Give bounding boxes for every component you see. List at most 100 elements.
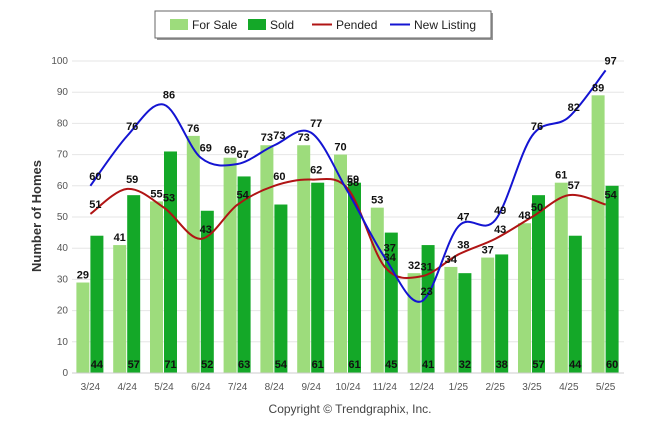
for-sale-label: 73 [261,132,273,144]
x-tick-label: 1/25 [449,382,469,393]
line-new-listing [89,69,607,303]
bar-for-sale [370,207,384,373]
for-sale-label: 55 [150,188,162,200]
sold-label: 52 [201,359,213,371]
x-tick-label: 7/24 [228,382,248,393]
label-pended: 54 [236,190,249,202]
y-tick-label: 40 [57,243,69,254]
bar-for-sale [186,135,200,373]
legend-label: Pended [336,18,377,32]
for-sale-label: 29 [77,270,89,282]
for-sale-label: 32 [408,260,420,272]
y-tick-label: 50 [57,212,69,223]
sold-label: 61 [312,359,324,371]
label-new-listing: 49 [494,205,506,217]
label-new-listing: 97 [604,55,616,67]
x-tick-label: 8/24 [265,382,285,393]
label-pended: 54 [604,190,617,202]
x-tick-label: 10/24 [335,382,360,393]
bar-sold [274,204,288,373]
label-new-listing: 76 [531,121,543,133]
sold-label: 44 [91,359,104,371]
label-pended: 59 [126,174,138,186]
y-tick-label: 90 [57,87,69,98]
x-tick-label: 4/25 [559,382,579,393]
x-tick-label: 3/24 [81,382,101,393]
sold-label: 63 [238,359,250,371]
label-new-listing: 58 [347,177,359,189]
y-tick-label: 30 [57,274,69,285]
bar-sold [384,232,398,373]
for-sale-label: 73 [298,132,310,144]
label-new-listing: 73 [273,130,285,142]
label-pended: 53 [163,193,175,205]
for-sale-label: 37 [482,245,494,257]
sold-label: 54 [275,359,288,371]
bar-for-sale [113,245,127,373]
label-new-listing: 60 [89,171,101,183]
sold-label: 38 [496,359,508,371]
label-pended: 59 [347,174,359,186]
label-pended: 38 [457,239,469,251]
for-sale-label: 61 [555,170,567,182]
sold-label: 57 [128,359,140,371]
bar-sold [200,210,214,373]
bar-for-sale [223,157,237,373]
bar-sold [421,245,435,373]
bar-sold [348,182,361,373]
y-tick-label: 20 [57,306,69,317]
x-tick-label: 3/25 [522,382,542,393]
label-pended: 43 [494,224,506,236]
bar-for-sale [150,201,163,373]
bar-for-sale [260,145,274,373]
label-pended: 51 [89,199,101,211]
bar-for-sale [297,145,311,373]
bar-sold [237,176,251,373]
bar-sold [605,185,619,373]
bar-for-sale [76,282,90,373]
label-pended: 34 [384,252,397,264]
bar-sold [311,182,325,373]
label-pended: 43 [200,224,212,236]
y-tick-label: 100 [51,56,68,67]
bar-sold [90,235,104,373]
label-new-listing: 67 [236,149,248,161]
for-sale-label: 53 [371,195,383,207]
sold-label: 57 [532,359,544,371]
label-new-listing: 69 [200,143,212,155]
for-sale-label: 89 [592,82,604,94]
bar-for-sale [407,273,421,373]
sold-label: 45 [385,359,397,371]
legend: For Sale Sold Pended New Listing [154,10,493,40]
legend-label: For Sale [192,18,238,32]
bar-for-sale [334,154,347,373]
sold-label: 71 [164,359,176,371]
bar-sold [495,254,509,373]
x-tick-label: 9/24 [301,382,321,393]
label-new-listing: 37 [384,243,396,255]
x-tick-label: 5/25 [596,382,616,393]
sold-label: 41 [422,359,434,371]
bar-for-sale [444,266,458,373]
bar-for-sale [518,223,531,373]
legend-swatch [170,19,188,30]
bar-for-sale [554,182,568,373]
sold-label: 44 [569,359,582,371]
y-tick-label: 10 [57,337,69,348]
sold-label: 60 [606,359,618,371]
x-tick-label: 12/24 [409,382,434,393]
for-sale-label: 69 [224,145,236,157]
for-sale-label: 48 [518,210,530,222]
y-tick-label: 70 [57,150,69,161]
x-tick-label: 5/24 [154,382,174,393]
sold-label: 32 [459,359,471,371]
label-pended: 57 [568,180,580,192]
x-tick-label: 6/24 [191,382,211,393]
x-tick-label: 4/24 [117,382,137,393]
label-new-listing: 23 [420,286,432,298]
label-new-listing: 82 [568,102,580,114]
label-new-listing: 86 [163,90,175,102]
y-axis-title: Number of Homes [29,160,44,272]
label-pended: 62 [310,165,322,177]
